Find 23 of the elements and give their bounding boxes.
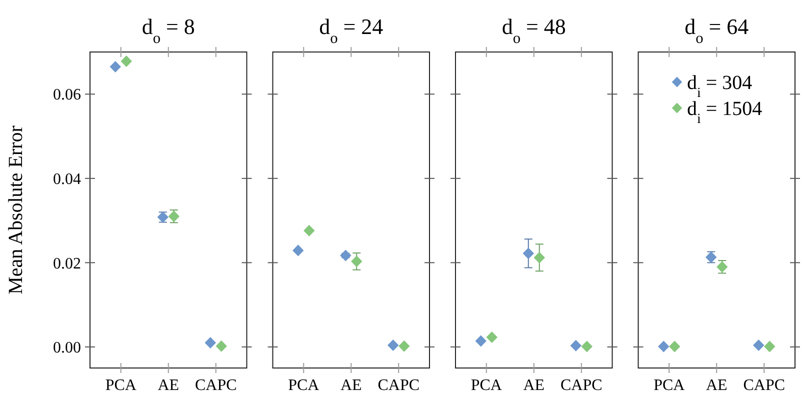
y-tick-label: 0.04 — [53, 171, 81, 188]
x-tick-label: PCA — [288, 377, 320, 394]
x-tick-label: CAPC — [743, 377, 786, 394]
x-tick-label: CAPC — [378, 377, 420, 394]
x-tick-label: AE — [340, 377, 362, 394]
y-tick-label: 0.00 — [53, 340, 81, 357]
x-tick-label: AE — [523, 377, 545, 394]
chart-title: d$_{o}$ = 64 — [684, 14, 749, 46]
chart-title: d$_{o}$ = 24 — [319, 14, 384, 46]
x-tick-label: PCA — [105, 377, 137, 394]
y-tick-label: 0.02 — [53, 255, 81, 272]
y-axis-title: Mean Absolute Error — [5, 125, 27, 294]
x-tick-label: PCA — [654, 377, 686, 394]
y-tick-label: 0.06 — [53, 86, 81, 104]
chart-title: d$_{o}$ = 8 — [142, 14, 195, 46]
x-tick-label: AE — [158, 377, 180, 394]
chart-title: d$_{o}$ = 48 — [502, 14, 566, 46]
x-tick-label: PCA — [470, 377, 502, 394]
legend-label: d$_{i}$ = 304 — [687, 72, 752, 100]
legend-label: d$_{i}$ = 1504 — [687, 98, 762, 126]
x-tick-label: CAPC — [560, 377, 602, 394]
x-tick-label: CAPC — [194, 377, 237, 394]
x-tick-label: AE — [706, 377, 728, 394]
